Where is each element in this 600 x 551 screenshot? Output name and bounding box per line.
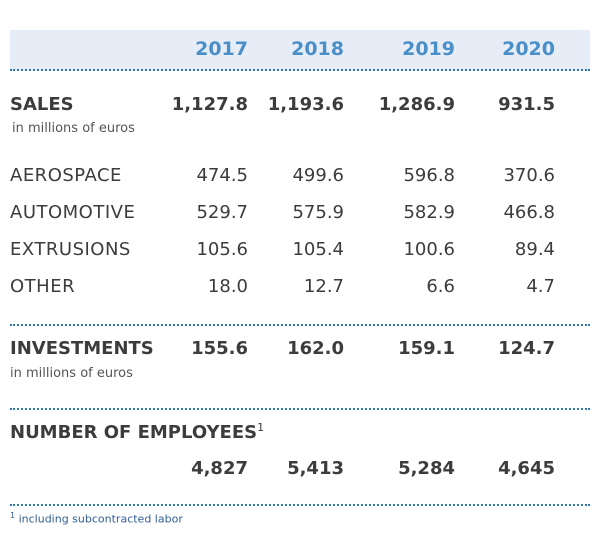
sales-value-2017: 1,127.8 bbox=[171, 94, 248, 115]
extrusions-value-2019: 100.6 bbox=[403, 239, 455, 260]
employees-value-2019: 5,284 bbox=[398, 458, 455, 479]
other-value-2017: 18.0 bbox=[207, 276, 248, 297]
segment-label-other: OTHER bbox=[10, 276, 76, 297]
extrusions-value-2020: 89.4 bbox=[514, 239, 555, 260]
sales-value-2020: 931.5 bbox=[498, 94, 555, 115]
table-header bbox=[10, 30, 590, 70]
extrusions-value-2018: 105.4 bbox=[292, 239, 344, 260]
automotive-value-2018: 575.9 bbox=[292, 202, 344, 223]
other-value-2020: 4.7 bbox=[526, 276, 555, 297]
employees-value-2017: 4,827 bbox=[191, 458, 248, 479]
investments-value-2019: 159.1 bbox=[398, 338, 455, 359]
footnote-mark: 1 bbox=[10, 511, 16, 520]
automotive-value-2017: 529.7 bbox=[196, 202, 248, 223]
aerospace-value-2019: 596.8 bbox=[403, 165, 455, 186]
sales-unit: in millions of euros bbox=[12, 121, 135, 136]
employees-value-2018: 5,413 bbox=[287, 458, 344, 479]
investments-value-2017: 155.6 bbox=[191, 338, 248, 359]
year-header-2017: 2017 bbox=[195, 38, 248, 60]
segment-label-extrusions: EXTRUSIONS bbox=[10, 239, 131, 260]
automotive-value-2020: 466.8 bbox=[503, 202, 555, 223]
year-header-2018: 2018 bbox=[291, 38, 344, 60]
footnote: 1 including subcontracted labor bbox=[10, 511, 183, 526]
automotive-value-2019: 582.9 bbox=[403, 202, 455, 223]
divider-header bbox=[10, 69, 590, 71]
divider-investments bbox=[10, 324, 590, 326]
aerospace-value-2017: 474.5 bbox=[196, 165, 248, 186]
divider-footnote bbox=[10, 504, 590, 506]
investments-value-2018: 162.0 bbox=[287, 338, 344, 359]
footnote-text: including subcontracted labor bbox=[18, 512, 183, 526]
segment-label-aerospace: AEROSPACE bbox=[10, 165, 122, 186]
extrusions-value-2017: 105.6 bbox=[196, 239, 248, 260]
divider-employees bbox=[10, 408, 590, 410]
segment-label-automotive: AUTOMOTIVE bbox=[10, 202, 136, 223]
aerospace-value-2018: 499.6 bbox=[292, 165, 344, 186]
employees-value-2020: 4,645 bbox=[498, 458, 555, 479]
employees-label: NUMBER OF EMPLOYEES1 bbox=[10, 421, 264, 443]
investments-label: INVESTMENTS bbox=[10, 338, 154, 359]
employees-footnote-mark: 1 bbox=[257, 421, 265, 434]
year-header-2019: 2019 bbox=[402, 38, 455, 60]
sales-label: SALES bbox=[10, 94, 74, 115]
other-value-2019: 6.6 bbox=[426, 276, 455, 297]
sales-value-2018: 1,193.6 bbox=[267, 94, 344, 115]
aerospace-value-2020: 370.6 bbox=[503, 165, 555, 186]
investments-unit: in millions of euros bbox=[10, 366, 133, 381]
investments-value-2020: 124.7 bbox=[498, 338, 555, 359]
other-value-2018: 12.7 bbox=[303, 276, 344, 297]
year-header-2020: 2020 bbox=[502, 38, 555, 60]
employees-label-text: NUMBER OF EMPLOYEES bbox=[10, 422, 258, 443]
sales-value-2019: 1,286.9 bbox=[378, 94, 455, 115]
